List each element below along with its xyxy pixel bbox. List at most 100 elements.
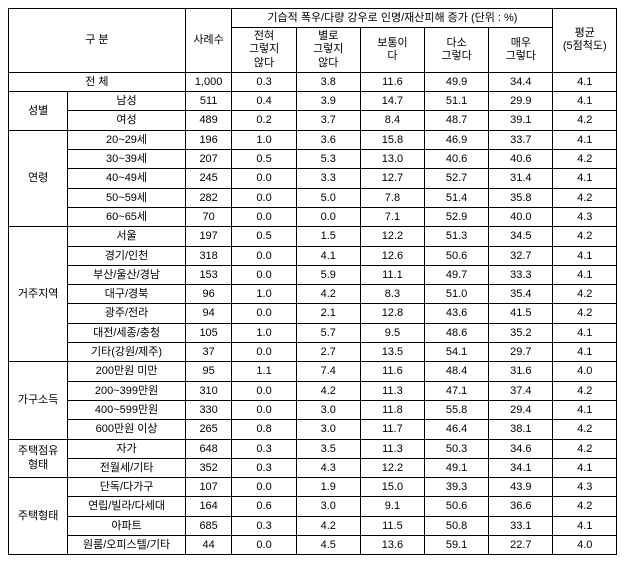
row-v0: 0.0 bbox=[232, 535, 296, 554]
row-v2: 12.8 bbox=[360, 304, 424, 323]
row-v0: 0.3 bbox=[232, 516, 296, 535]
row-avg: 4.2 bbox=[553, 439, 617, 458]
row-v0: 1.0 bbox=[232, 130, 296, 149]
row-avg: 4.1 bbox=[553, 265, 617, 284]
row-avg: 4.1 bbox=[553, 516, 617, 535]
row-label: 200만원 미만 bbox=[68, 362, 185, 381]
row-count: 70 bbox=[185, 207, 232, 226]
row-v1: 4.2 bbox=[296, 516, 360, 535]
row-avg: 4.2 bbox=[553, 304, 617, 323]
group-label: 성별 bbox=[9, 92, 68, 131]
row-v3: 46.4 bbox=[425, 420, 489, 439]
row-avg: 4.3 bbox=[553, 207, 617, 226]
row-v3: 48.7 bbox=[425, 111, 489, 130]
row-label: 전월세/기타 bbox=[68, 458, 185, 477]
total-v0: 0.3 bbox=[232, 72, 296, 91]
row-v2: 11.6 bbox=[360, 362, 424, 381]
row-avg: 4.1 bbox=[553, 130, 617, 149]
row-label: 40~49세 bbox=[68, 169, 185, 188]
row-v3: 50.6 bbox=[425, 497, 489, 516]
row-v2: 9.5 bbox=[360, 323, 424, 342]
row-v1: 0.0 bbox=[296, 207, 360, 226]
row-avg: 4.2 bbox=[553, 497, 617, 516]
row-count: 511 bbox=[185, 92, 232, 111]
row-count: 164 bbox=[185, 497, 232, 516]
row-v1: 5.3 bbox=[296, 150, 360, 169]
row-count: 196 bbox=[185, 130, 232, 149]
row-v1: 3.5 bbox=[296, 439, 360, 458]
row-v4: 29.9 bbox=[489, 92, 553, 111]
survey-table: 구 분 사례수 기습적 폭우/다량 강우로 인명/재산피해 증가 (단위 : %… bbox=[8, 8, 617, 555]
row-v4: 31.4 bbox=[489, 169, 553, 188]
total-label: 전 체 bbox=[9, 72, 186, 91]
total-v1: 3.8 bbox=[296, 72, 360, 91]
row-v3: 48.6 bbox=[425, 323, 489, 342]
row-v1: 4.1 bbox=[296, 246, 360, 265]
row-v0: 0.2 bbox=[232, 111, 296, 130]
row-v0: 0.0 bbox=[232, 265, 296, 284]
row-v0: 1.0 bbox=[232, 323, 296, 342]
row-v3: 52.7 bbox=[425, 169, 489, 188]
row-count: 153 bbox=[185, 265, 232, 284]
group-label: 연령 bbox=[9, 130, 68, 226]
row-v3: 48.4 bbox=[425, 362, 489, 381]
row-count: 265 bbox=[185, 420, 232, 439]
row-v2: 11.1 bbox=[360, 265, 424, 284]
row-avg: 4.2 bbox=[553, 227, 617, 246]
row-label: 60~65세 bbox=[68, 207, 185, 226]
row-v0: 0.5 bbox=[232, 150, 296, 169]
row-v1: 3.0 bbox=[296, 400, 360, 419]
row-v3: 46.9 bbox=[425, 130, 489, 149]
row-v2: 15.8 bbox=[360, 130, 424, 149]
row-v3: 54.1 bbox=[425, 343, 489, 362]
row-v1: 1.9 bbox=[296, 478, 360, 497]
row-v4: 34.5 bbox=[489, 227, 553, 246]
row-avg: 4.2 bbox=[553, 285, 617, 304]
row-avg: 4.1 bbox=[553, 400, 617, 419]
row-count: 352 bbox=[185, 458, 232, 477]
row-label: 대전/세종/충청 bbox=[68, 323, 185, 342]
row-v1: 1.5 bbox=[296, 227, 360, 246]
row-v3: 50.6 bbox=[425, 246, 489, 265]
total-v2: 11.6 bbox=[360, 72, 424, 91]
row-v0: 0.0 bbox=[232, 478, 296, 497]
row-label: 아파트 bbox=[68, 516, 185, 535]
row-label: 50~59세 bbox=[68, 188, 185, 207]
row-v3: 52.9 bbox=[425, 207, 489, 226]
row-avg: 4.0 bbox=[553, 535, 617, 554]
row-v1: 2.1 bbox=[296, 304, 360, 323]
row-v4: 36.6 bbox=[489, 497, 553, 516]
group-label: 거주지역 bbox=[9, 227, 68, 362]
row-avg: 4.1 bbox=[553, 246, 617, 265]
row-v3: 51.4 bbox=[425, 188, 489, 207]
row-count: 648 bbox=[185, 439, 232, 458]
row-v2: 11.7 bbox=[360, 420, 424, 439]
group-label: 주택점유 형태 bbox=[9, 439, 68, 478]
row-v3: 51.3 bbox=[425, 227, 489, 246]
row-v0: 1.1 bbox=[232, 362, 296, 381]
row-v4: 39.1 bbox=[489, 111, 553, 130]
row-v1: 3.3 bbox=[296, 169, 360, 188]
total-v3: 49.9 bbox=[425, 72, 489, 91]
row-v4: 34.1 bbox=[489, 458, 553, 477]
row-avg: 4.1 bbox=[553, 343, 617, 362]
col-scale-header: 기습적 폭우/다량 강우로 인명/재산피해 증가 (단위 : %) bbox=[232, 9, 553, 28]
row-v3: 43.6 bbox=[425, 304, 489, 323]
row-count: 94 bbox=[185, 304, 232, 323]
row-v4: 31.6 bbox=[489, 362, 553, 381]
row-v2: 14.7 bbox=[360, 92, 424, 111]
row-v4: 35.2 bbox=[489, 323, 553, 342]
row-avg: 4.3 bbox=[553, 478, 617, 497]
row-avg: 4.2 bbox=[553, 420, 617, 439]
row-v3: 47.1 bbox=[425, 381, 489, 400]
row-v0: 0.0 bbox=[232, 381, 296, 400]
row-label: 남성 bbox=[68, 92, 185, 111]
row-v2: 11.8 bbox=[360, 400, 424, 419]
row-v2: 13.0 bbox=[360, 150, 424, 169]
row-v4: 43.9 bbox=[489, 478, 553, 497]
row-v2: 7.1 bbox=[360, 207, 424, 226]
group-label: 가구소득 bbox=[9, 362, 68, 439]
row-avg: 4.2 bbox=[553, 111, 617, 130]
row-avg: 4.1 bbox=[553, 458, 617, 477]
row-v1: 5.0 bbox=[296, 188, 360, 207]
